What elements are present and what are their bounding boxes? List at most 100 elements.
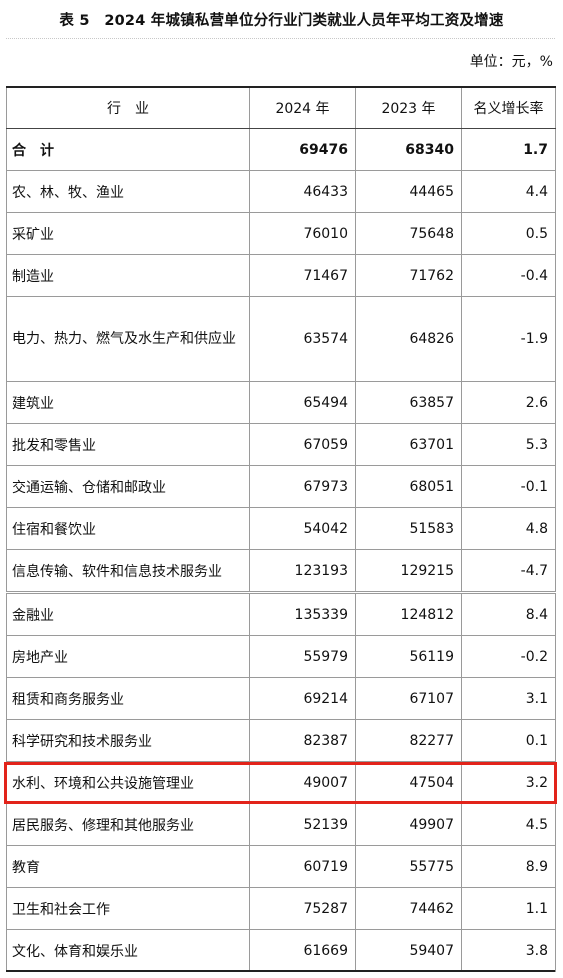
table-row-highlighted: 水利、环境和公共设施管理业 49007 47504 3.2 bbox=[6, 761, 556, 804]
table-title: 表 5 2024 年城镇私营单位分行业门类就业人员年平均工资及增速 bbox=[59, 13, 504, 29]
table-row: 批发和零售业 67059 63701 5.3 bbox=[6, 423, 556, 466]
wage-2024: 135339 bbox=[249, 592, 356, 636]
table-row: 建筑业 65494 63857 2.6 bbox=[6, 381, 556, 424]
industry-name: 电力、热力、燃气及水生产和供应业 bbox=[6, 296, 250, 382]
table-row: 金融业 135339 124812 8.4 bbox=[6, 592, 556, 636]
industry-name: 合 计 bbox=[6, 128, 250, 171]
table-row: 制造业 71467 71762 -0.4 bbox=[6, 254, 556, 297]
wage-2024: 52139 bbox=[249, 803, 356, 846]
wage-2023: 68051 bbox=[355, 465, 462, 508]
wage-2023: 55775 bbox=[355, 845, 462, 888]
wage-2024: 76010 bbox=[249, 212, 356, 255]
wage-2024: 55979 bbox=[249, 635, 356, 678]
header-2024: 2024 年 bbox=[249, 86, 356, 129]
growth-rate: 1.7 bbox=[461, 128, 556, 171]
top-divider bbox=[6, 38, 555, 39]
growth-rate: 0.5 bbox=[461, 212, 556, 255]
wage-2023: 56119 bbox=[355, 635, 462, 678]
growth-rate: -0.1 bbox=[461, 465, 556, 508]
growth-rate: 0.1 bbox=[461, 719, 556, 762]
growth-rate: -4.7 bbox=[461, 549, 556, 594]
wage-2024: 65494 bbox=[249, 381, 356, 424]
industry-name: 住宿和餐饮业 bbox=[6, 507, 250, 550]
industry-name: 教育 bbox=[6, 845, 250, 888]
table-row: 住宿和餐饮业 54042 51583 4.8 bbox=[6, 507, 556, 550]
industry-name: 金融业 bbox=[6, 592, 250, 636]
growth-rate: -1.9 bbox=[461, 296, 556, 382]
wage-2024: 63574 bbox=[249, 296, 356, 382]
table-row-total: 合 计 69476 68340 1.7 bbox=[6, 128, 556, 171]
growth-rate: 3.2 bbox=[461, 761, 556, 804]
industry-name: 文化、体育和娱乐业 bbox=[6, 929, 250, 972]
industry-name: 制造业 bbox=[6, 254, 250, 297]
growth-rate: -0.2 bbox=[461, 635, 556, 678]
table-row: 农、林、牧、渔业 46433 44465 4.4 bbox=[6, 170, 556, 213]
industry-name: 租赁和商务服务业 bbox=[6, 677, 250, 720]
growth-rate: 8.4 bbox=[461, 592, 556, 636]
unit-label: 单位：元，% bbox=[469, 54, 553, 70]
wage-2024: 123193 bbox=[249, 549, 356, 594]
wage-2024: 67059 bbox=[249, 423, 356, 466]
table-row: 教育 60719 55775 8.9 bbox=[6, 845, 556, 888]
table-row: 居民服务、修理和其他服务业 52139 49907 4.5 bbox=[6, 803, 556, 846]
table-row: 采矿业 76010 75648 0.5 bbox=[6, 212, 556, 255]
industry-name: 采矿业 bbox=[6, 212, 250, 255]
wage-2024: 54042 bbox=[249, 507, 356, 550]
industry-name: 房地产业 bbox=[6, 635, 250, 678]
industry-name: 批发和零售业 bbox=[6, 423, 250, 466]
growth-rate: 4.5 bbox=[461, 803, 556, 846]
wage-2023: 44465 bbox=[355, 170, 462, 213]
wage-2023: 124812 bbox=[355, 592, 462, 636]
wage-2023: 63701 bbox=[355, 423, 462, 466]
table-row: 交通运输、仓储和邮政业 67973 68051 -0.1 bbox=[6, 465, 556, 508]
growth-rate: 5.3 bbox=[461, 423, 556, 466]
wage-2023: 75648 bbox=[355, 212, 462, 255]
wage-2024: 82387 bbox=[249, 719, 356, 762]
wage-2023: 47504 bbox=[355, 761, 462, 804]
wage-2023: 129215 bbox=[355, 549, 462, 594]
wage-2023: 67107 bbox=[355, 677, 462, 720]
wage-2024: 75287 bbox=[249, 887, 356, 930]
table-row: 租赁和商务服务业 69214 67107 3.1 bbox=[6, 677, 556, 720]
wage-2024: 61669 bbox=[249, 929, 356, 972]
growth-rate: 8.9 bbox=[461, 845, 556, 888]
header-2023: 2023 年 bbox=[355, 86, 462, 129]
wage-2024: 46433 bbox=[249, 170, 356, 213]
table-row: 信息传输、软件和信息技术服务业 123193 129215 -4.7 bbox=[6, 549, 556, 594]
table-row: 电力、热力、燃气及水生产和供应业 63574 64826 -1.9 bbox=[6, 296, 556, 382]
bottom-rule bbox=[6, 970, 555, 972]
growth-rate: 1.1 bbox=[461, 887, 556, 930]
industry-name: 科学研究和技术服务业 bbox=[6, 719, 250, 762]
table-row: 科学研究和技术服务业 82387 82277 0.1 bbox=[6, 719, 556, 762]
wage-2023: 71762 bbox=[355, 254, 462, 297]
wage-table: 行 业 2024 年 2023 年 名义增长率 合 计 69476 68340 … bbox=[6, 86, 556, 972]
growth-rate: 4.4 bbox=[461, 170, 556, 213]
wage-2024: 67973 bbox=[249, 465, 356, 508]
industry-name: 居民服务、修理和其他服务业 bbox=[6, 803, 250, 846]
wage-2023: 49907 bbox=[355, 803, 462, 846]
industry-name: 卫生和社会工作 bbox=[6, 887, 250, 930]
header-growth: 名义增长率 bbox=[461, 86, 556, 129]
industry-name: 信息传输、软件和信息技术服务业 bbox=[6, 549, 250, 594]
industry-name: 建筑业 bbox=[6, 381, 250, 424]
industry-name: 交通运输、仓储和邮政业 bbox=[6, 465, 250, 508]
growth-rate: 3.8 bbox=[461, 929, 556, 972]
wage-2024: 71467 bbox=[249, 254, 356, 297]
industry-name: 水利、环境和公共设施管理业 bbox=[6, 761, 250, 804]
wage-2023: 74462 bbox=[355, 887, 462, 930]
growth-rate: 2.6 bbox=[461, 381, 556, 424]
wage-2024: 69476 bbox=[249, 128, 356, 171]
table-row: 卫生和社会工作 75287 74462 1.1 bbox=[6, 887, 556, 930]
wage-2023: 68340 bbox=[355, 128, 462, 171]
header-row: 行 业 2024 年 2023 年 名义增长率 bbox=[6, 86, 556, 129]
header-industry: 行 业 bbox=[6, 86, 250, 129]
wage-2023: 64826 bbox=[355, 296, 462, 382]
wage-2024: 49007 bbox=[249, 761, 356, 804]
growth-rate: 4.8 bbox=[461, 507, 556, 550]
industry-name: 农、林、牧、渔业 bbox=[6, 170, 250, 213]
growth-rate: -0.4 bbox=[461, 254, 556, 297]
wage-2023: 82277 bbox=[355, 719, 462, 762]
wage-2023: 51583 bbox=[355, 507, 462, 550]
wage-2023: 59407 bbox=[355, 929, 462, 972]
table-row: 房地产业 55979 56119 -0.2 bbox=[6, 635, 556, 678]
